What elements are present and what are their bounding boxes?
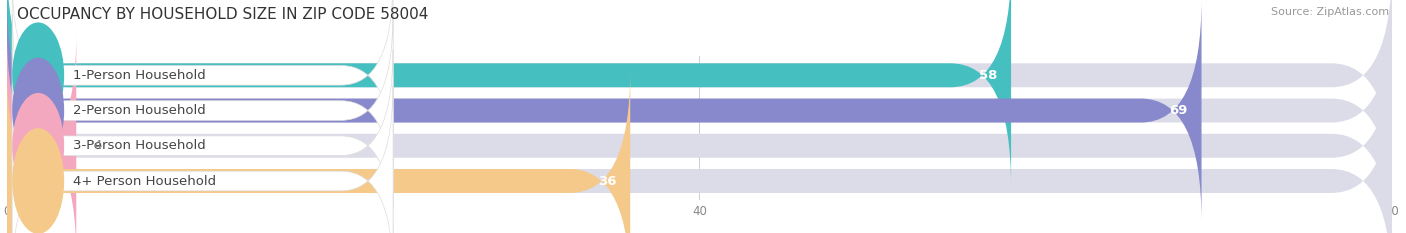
Circle shape — [13, 128, 65, 233]
FancyBboxPatch shape — [7, 70, 1392, 233]
FancyBboxPatch shape — [13, 85, 394, 233]
Text: 4+ Person Household: 4+ Person Household — [73, 175, 217, 188]
FancyBboxPatch shape — [13, 0, 394, 171]
Text: 69: 69 — [1170, 104, 1188, 117]
Text: 1-Person Household: 1-Person Household — [73, 69, 205, 82]
FancyBboxPatch shape — [7, 0, 1392, 187]
Text: OCCUPANCY BY HOUSEHOLD SIZE IN ZIP CODE 58004: OCCUPANCY BY HOUSEHOLD SIZE IN ZIP CODE … — [17, 7, 429, 22]
FancyBboxPatch shape — [7, 0, 1011, 187]
FancyBboxPatch shape — [7, 0, 1202, 222]
Circle shape — [13, 22, 65, 128]
Text: 4: 4 — [94, 139, 103, 152]
FancyBboxPatch shape — [13, 50, 394, 233]
Circle shape — [13, 93, 65, 199]
Text: 3-Person Household: 3-Person Household — [73, 139, 205, 152]
FancyBboxPatch shape — [7, 34, 1392, 233]
Text: 58: 58 — [979, 69, 997, 82]
Circle shape — [13, 58, 65, 163]
FancyBboxPatch shape — [7, 0, 1392, 222]
Text: 36: 36 — [598, 175, 616, 188]
FancyBboxPatch shape — [7, 34, 76, 233]
Text: Source: ZipAtlas.com: Source: ZipAtlas.com — [1271, 7, 1389, 17]
Text: 2-Person Household: 2-Person Household — [73, 104, 205, 117]
FancyBboxPatch shape — [13, 15, 394, 206]
FancyBboxPatch shape — [7, 70, 630, 233]
